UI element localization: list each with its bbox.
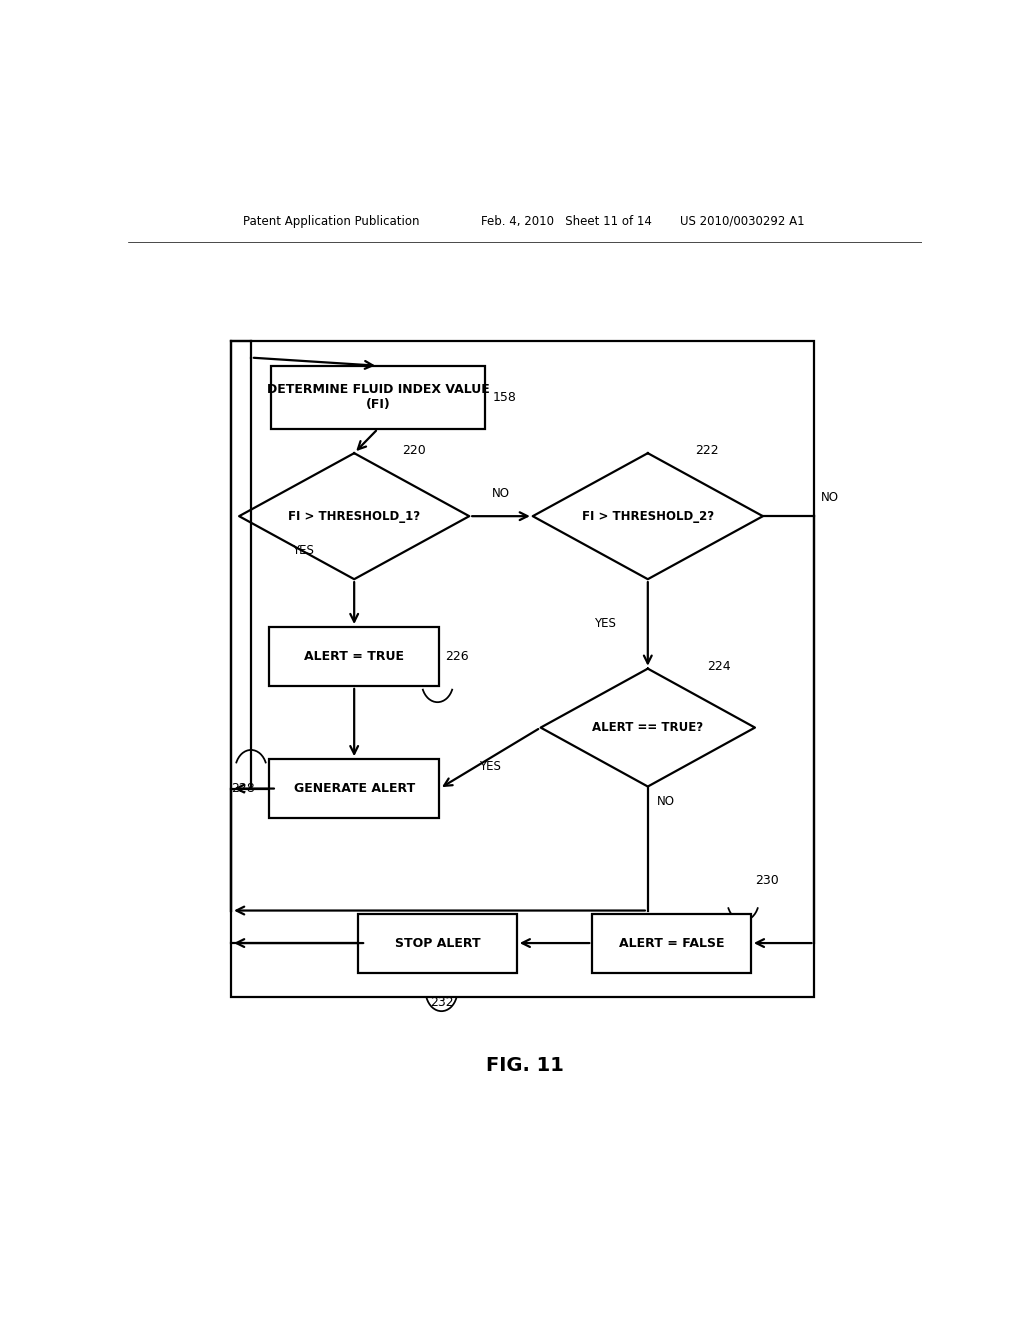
FancyBboxPatch shape: [269, 627, 439, 686]
Text: DETERMINE FLUID INDEX VALUE
(FI): DETERMINE FLUID INDEX VALUE (FI): [266, 383, 489, 412]
Text: 222: 222: [695, 444, 719, 457]
Text: 226: 226: [445, 649, 469, 663]
Text: 230: 230: [755, 874, 778, 887]
Text: YES: YES: [594, 618, 616, 631]
Text: Patent Application Publication: Patent Application Publication: [243, 215, 420, 228]
Text: NO: NO: [657, 795, 676, 808]
Text: YES: YES: [292, 544, 313, 557]
Text: NO: NO: [492, 487, 510, 500]
Text: NO: NO: [821, 491, 839, 504]
Text: YES: YES: [479, 760, 501, 772]
FancyBboxPatch shape: [592, 913, 751, 973]
Text: 228: 228: [231, 781, 255, 795]
FancyBboxPatch shape: [269, 759, 439, 818]
Text: 220: 220: [401, 444, 426, 457]
Text: 224: 224: [708, 660, 731, 673]
Text: FI > THRESHOLD_2?: FI > THRESHOLD_2?: [582, 510, 714, 523]
Text: US 2010/0030292 A1: US 2010/0030292 A1: [680, 215, 804, 228]
Text: ALERT = FALSE: ALERT = FALSE: [618, 937, 724, 949]
Text: Feb. 4, 2010   Sheet 11 of 14: Feb. 4, 2010 Sheet 11 of 14: [481, 215, 652, 228]
Text: FI > THRESHOLD_1?: FI > THRESHOLD_1?: [288, 510, 420, 523]
Text: 232: 232: [430, 995, 454, 1008]
Text: GENERATE ALERT: GENERATE ALERT: [294, 781, 415, 795]
Text: 158: 158: [494, 391, 517, 404]
Text: STOP ALERT: STOP ALERT: [394, 937, 480, 949]
FancyBboxPatch shape: [358, 913, 517, 973]
Text: ALERT == TRUE?: ALERT == TRUE?: [592, 721, 703, 734]
FancyBboxPatch shape: [270, 366, 485, 429]
Text: FIG. 11: FIG. 11: [485, 1056, 564, 1074]
Text: ALERT = TRUE: ALERT = TRUE: [304, 649, 404, 663]
